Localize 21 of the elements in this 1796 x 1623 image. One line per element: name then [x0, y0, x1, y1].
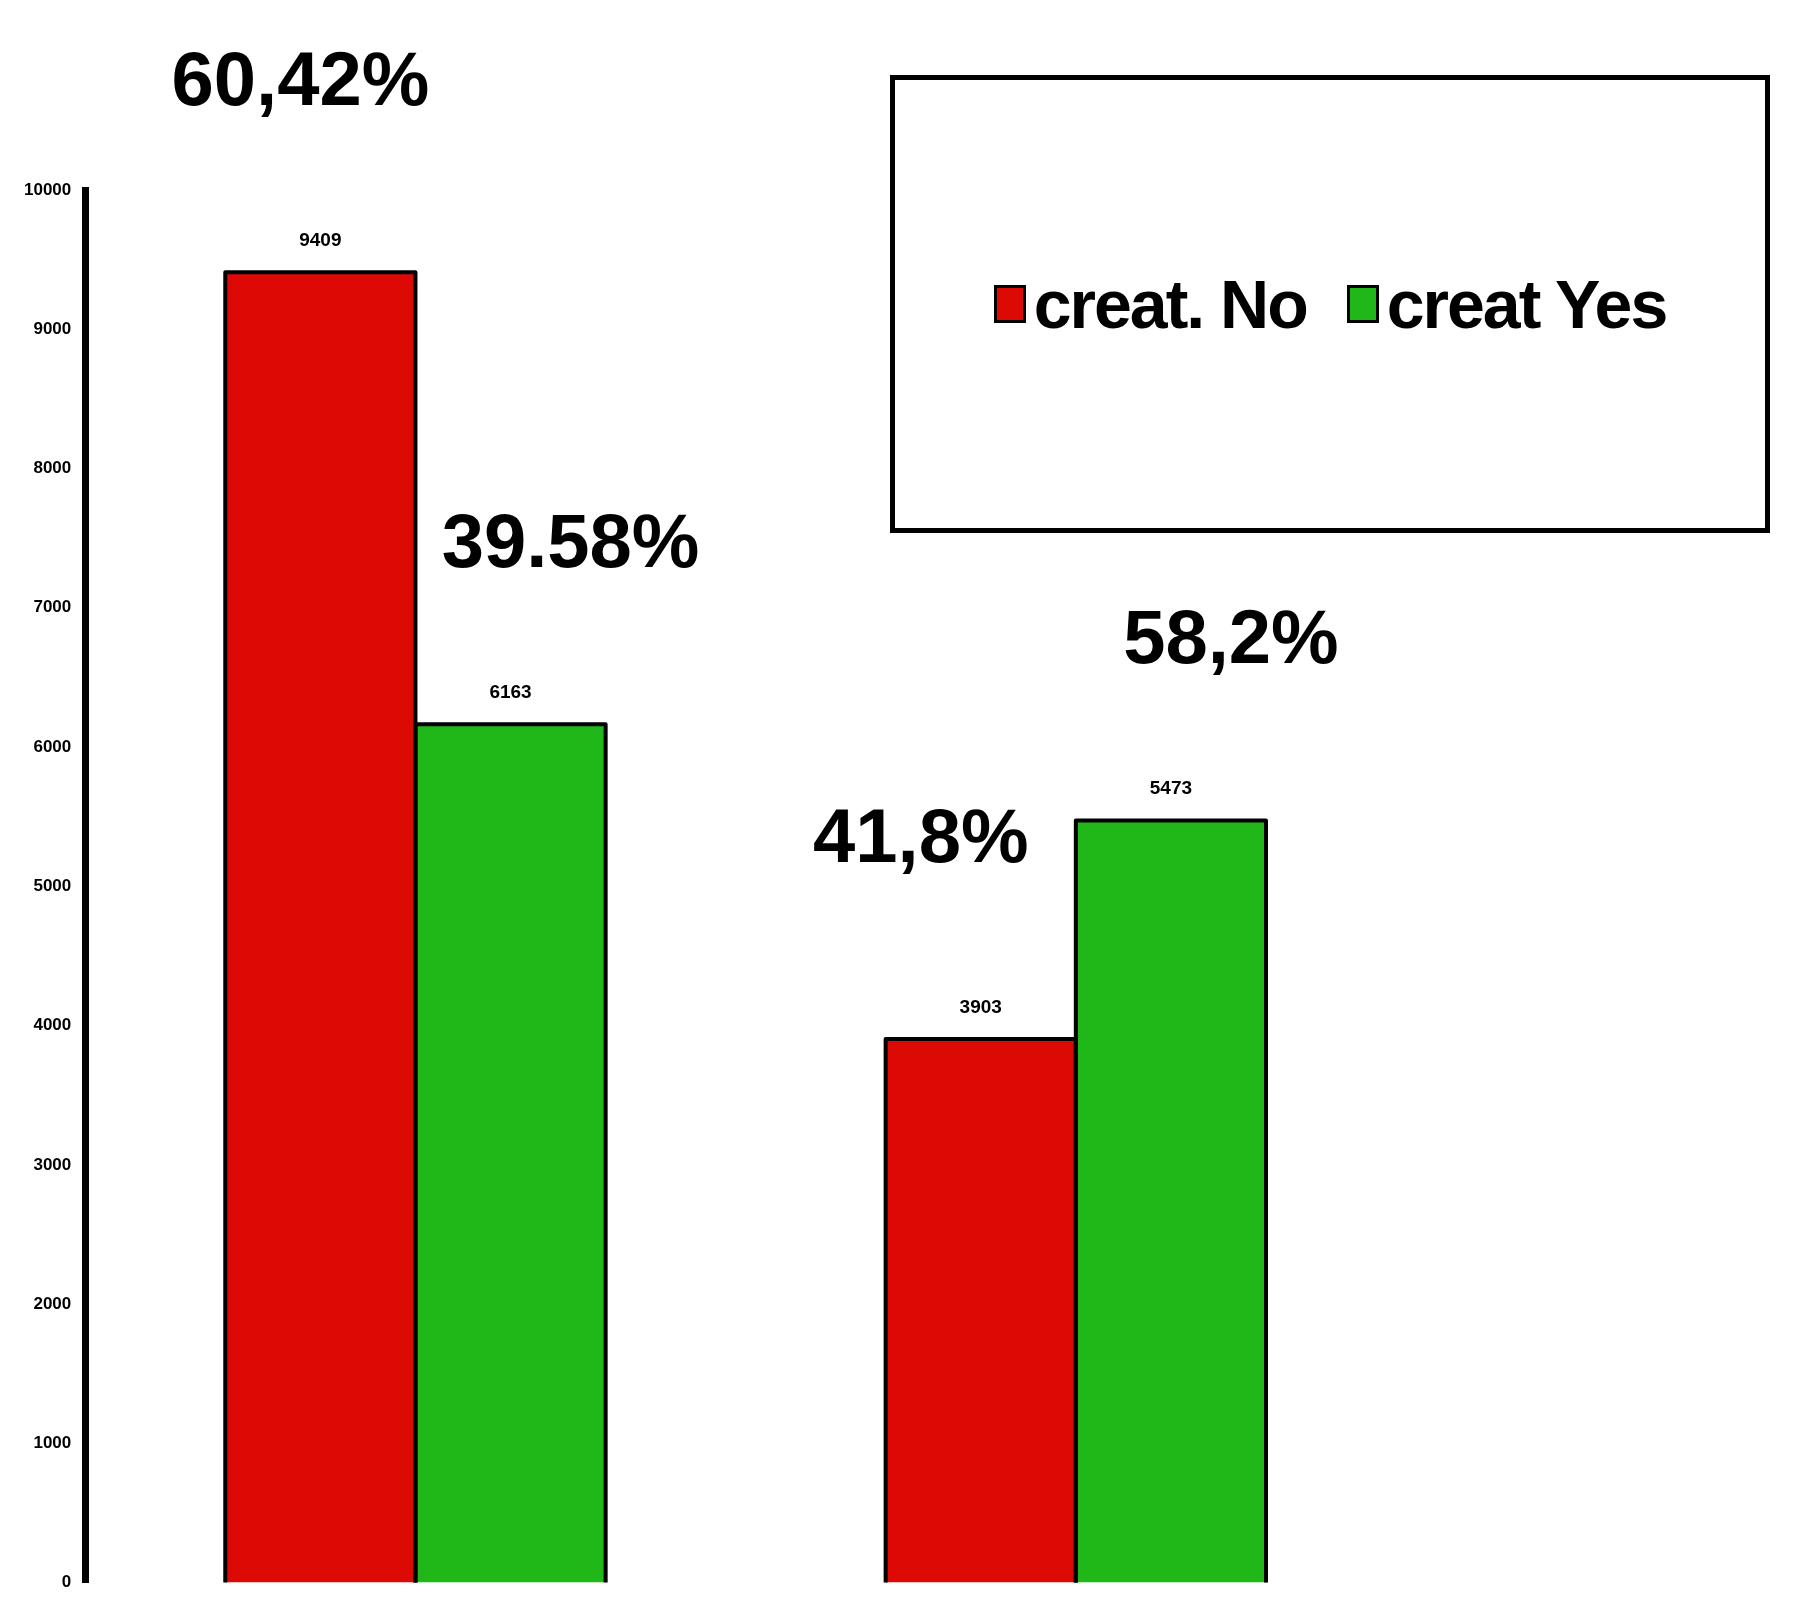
- y-tick-label: 0: [61, 1572, 72, 1592]
- y-tick-label: 5000: [33, 875, 72, 895]
- legend-label: creat Yes: [1386, 265, 1667, 343]
- annotation: 58,2%: [1123, 594, 1339, 680]
- legend-label: creat. No: [1033, 265, 1307, 343]
- y-tick-label: 7000: [33, 597, 72, 617]
- y-tick-label: 9000: [33, 318, 72, 338]
- annotation: 39.58%: [441, 498, 700, 584]
- y-tick-label: 10000: [23, 179, 72, 199]
- data-label: 3903: [959, 995, 1002, 1017]
- data-label: 9409: [299, 229, 342, 251]
- data-label: 5473: [1149, 777, 1193, 799]
- y-tick-label: 6000: [33, 736, 72, 756]
- y-tick-label: 8000: [33, 458, 72, 478]
- annotation: 41,8%: [812, 793, 1029, 879]
- y-tick-label: 2000: [33, 1293, 72, 1313]
- y-tick-label: 1000: [33, 1433, 72, 1453]
- data-label: 6163: [489, 681, 532, 703]
- text: 60,42%: [171, 36, 430, 122]
- y-tick-label: 3000: [33, 1154, 72, 1174]
- y-tick-label: 4000: [33, 1015, 72, 1035]
